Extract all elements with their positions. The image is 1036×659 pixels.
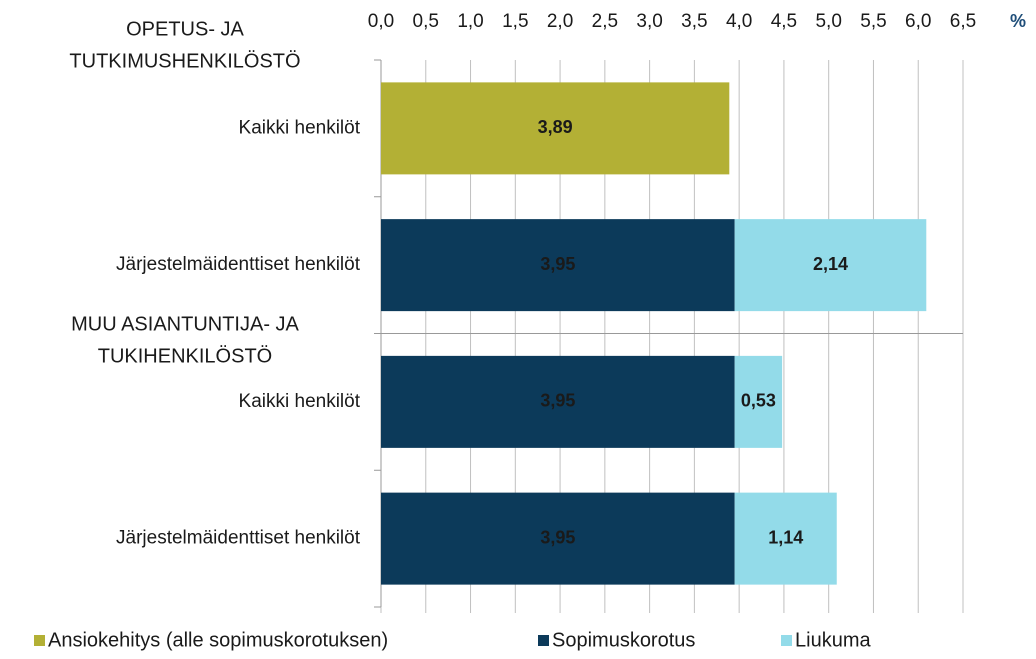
group-label: TUTKIMUSHENKILÖSTÖ — [69, 50, 300, 72]
bar — [734, 219, 927, 312]
x-tick-label: 2,0 — [547, 11, 573, 32]
group-label: TUKIHENKILÖSTÖ — [98, 345, 272, 367]
value-label: 3,89 — [538, 117, 573, 137]
bar — [381, 355, 735, 448]
value-label: 2,14 — [813, 254, 848, 274]
x-tick-label: 3,5 — [681, 11, 707, 32]
unit-label: % — [1010, 11, 1026, 31]
bar — [734, 355, 783, 448]
x-tick-label: 4,0 — [726, 11, 752, 32]
x-tick-label: 3,0 — [636, 11, 662, 32]
legend-swatch — [781, 635, 792, 646]
y-tick-label: Järjestelmäidenttiset henkilöt — [116, 528, 361, 549]
value-label: 3,95 — [540, 254, 575, 274]
x-tick-label: 1,5 — [502, 11, 528, 32]
x-tick-label: 2,5 — [592, 11, 618, 32]
x-tick-label: 5,0 — [815, 11, 841, 32]
legend-swatch — [34, 635, 45, 646]
y-tick-label: Kaikki henkilöt — [239, 117, 361, 138]
bar — [381, 219, 735, 312]
x-tick-label: 5,5 — [860, 11, 886, 32]
x-tick-label: 6,0 — [905, 11, 931, 32]
x-tick-label: 1,0 — [457, 11, 483, 32]
value-label: 0,53 — [741, 391, 776, 411]
group-label: MUU ASIANTUNTIJA- JA — [71, 313, 299, 335]
x-tick-label: 4,5 — [771, 11, 797, 32]
legend-swatch — [538, 635, 549, 646]
x-tick-label: 0,0 — [368, 11, 394, 32]
y-tick-label: Järjestelmäidenttiset henkilöt — [116, 254, 361, 275]
value-label: 3,95 — [540, 527, 575, 547]
y-tick-label: Kaikki henkilöt — [239, 391, 361, 412]
legend-label: Ansiokehitys (alle sopimuskorotuksen) — [48, 629, 388, 651]
x-tick-label: 0,5 — [413, 11, 439, 32]
bar — [734, 492, 837, 585]
x-tick-label: 6,5 — [950, 11, 976, 32]
bar — [381, 82, 730, 175]
group-label: OPETUS- JA — [126, 18, 244, 40]
bar — [381, 492, 735, 585]
legend-label: Sopimuskorotus — [552, 629, 695, 651]
value-label: 1,14 — [768, 527, 803, 547]
value-label: 3,95 — [540, 391, 575, 411]
legend-label: Liukuma — [795, 629, 871, 651]
